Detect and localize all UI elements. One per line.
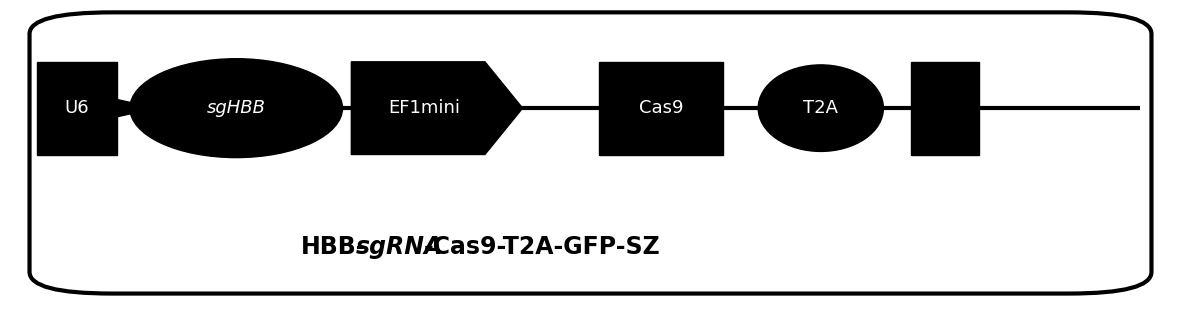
Bar [911,62,979,154]
Text: sgRNA: sgRNA [355,235,443,259]
Ellipse shape [130,59,342,158]
Text: Cas9: Cas9 [639,99,684,117]
FancyBboxPatch shape [30,12,1151,294]
Ellipse shape [758,65,883,151]
Text: EF1mini: EF1mini [389,99,461,117]
Polygon shape [117,99,156,117]
Text: T2A: T2A [803,99,839,117]
Text: HBB-: HBB- [301,235,366,259]
Polygon shape [352,62,522,154]
Text: U6: U6 [65,99,89,117]
Bar [37,62,117,154]
Text: -Cas9-T2A-GFP-SZ: -Cas9-T2A-GFP-SZ [423,235,660,259]
Bar [600,62,723,154]
Text: sgHBB: sgHBB [207,99,266,117]
